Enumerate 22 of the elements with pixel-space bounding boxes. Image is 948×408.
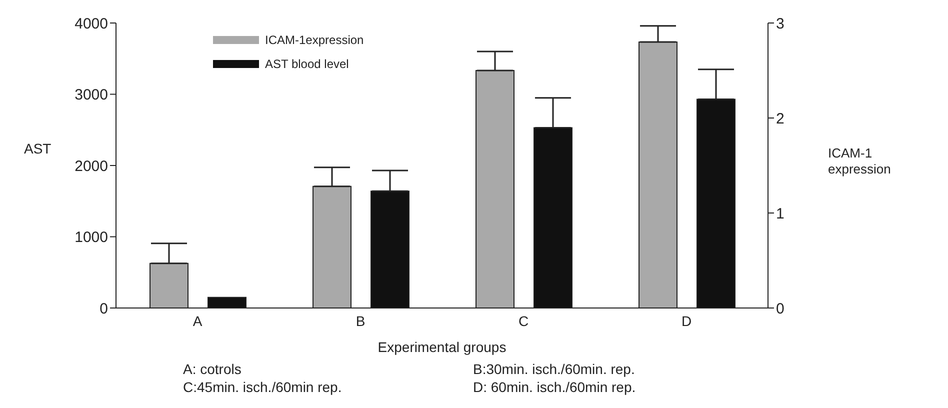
- text: C:45min. isch./60min rep.: [183, 378, 343, 396]
- y-tick-label: 4000: [74, 15, 108, 32]
- text: B:30min. isch./60min. rep.: [473, 360, 636, 378]
- y2-tick-label: 2: [776, 110, 784, 128]
- y2-tick-label: 3: [776, 15, 784, 32]
- y-tick-label: 0: [100, 300, 108, 318]
- y-axis-title: AST: [24, 140, 52, 156]
- y2-tick-label: 1: [776, 205, 784, 222]
- text: A: cotrols: [183, 360, 242, 378]
- y-tick-label: 1000: [74, 229, 108, 246]
- y2-axis-title: ICAM-1 expression: [828, 146, 891, 176]
- x-tick-label: A: [192, 312, 203, 329]
- x-tick-label: C: [518, 312, 529, 329]
- y-tick-label: 3000: [74, 86, 108, 104]
- legend-label: AST blood level: [265, 57, 349, 71]
- y-tick-label: 2000: [74, 158, 108, 175]
- legend-label: ICAM-1expression: [265, 33, 364, 47]
- x-tick-label: B: [356, 312, 366, 329]
- x-axis-title: Experimental groups: [378, 339, 506, 355]
- x-tick-label: D: [681, 312, 692, 329]
- y2-tick-label: 0: [776, 300, 784, 318]
- text: D: 60min. isch./60min rep.: [473, 378, 637, 396]
